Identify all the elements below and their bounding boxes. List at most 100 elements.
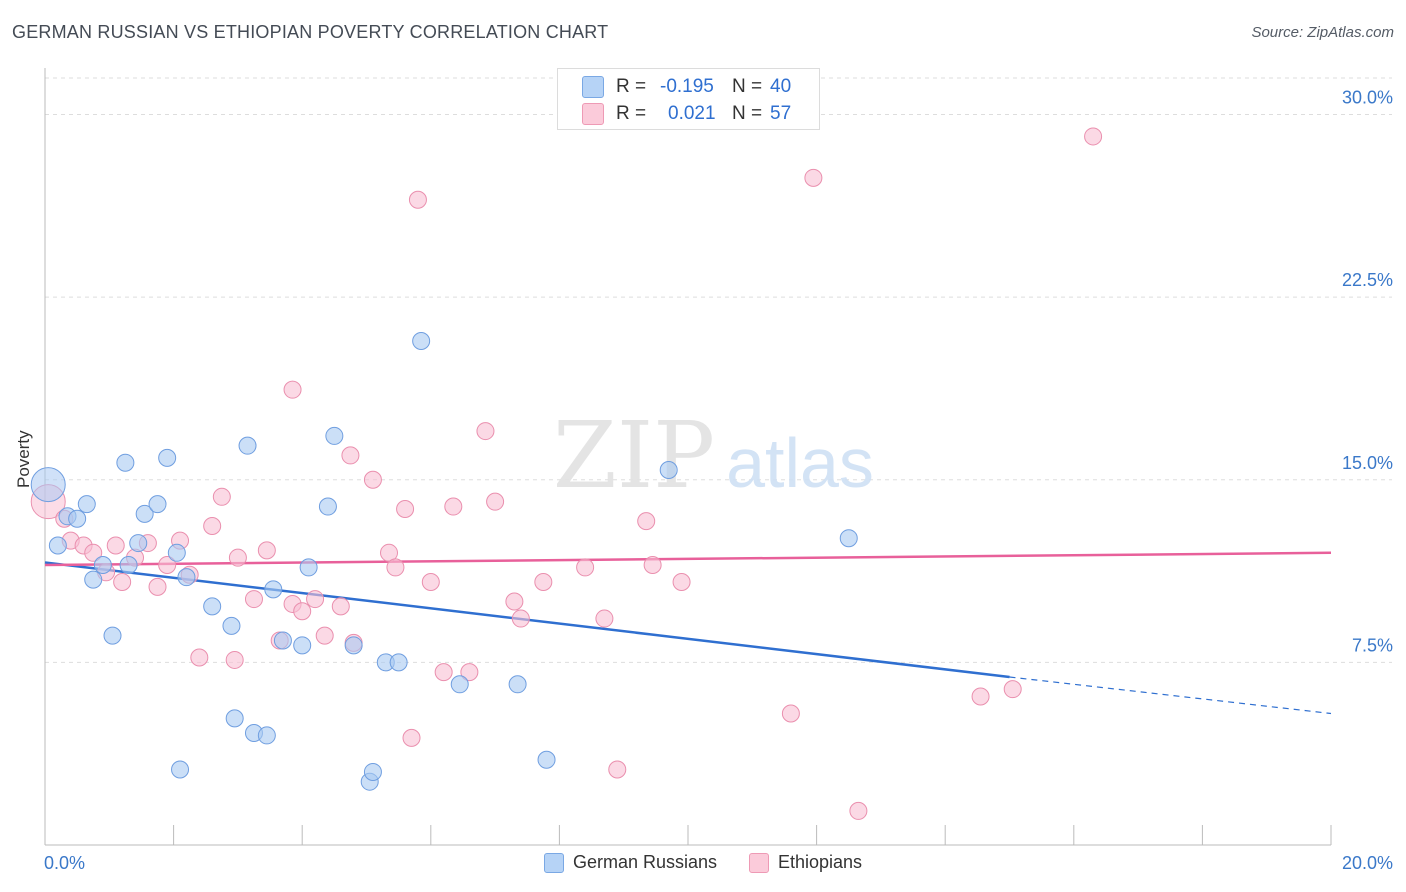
ethiopian-point	[306, 590, 325, 609]
german-russian-point	[222, 616, 241, 635]
legend-swatch-pink	[749, 852, 769, 873]
german-russian-point	[273, 631, 292, 650]
x-tick-label: 20.0%	[1342, 853, 1393, 873]
y-tick-label: 22.5%	[1342, 270, 1393, 290]
ethiopian-point	[293, 602, 312, 621]
ethiopian-point	[595, 609, 614, 628]
watermark: ZIP atlas	[553, 402, 874, 509]
ethiopian-point	[434, 663, 453, 682]
chart-title: GERMAN RUSSIAN VS ETHIOPIAN POVERTY CORR…	[12, 22, 609, 42]
ethiopian-point	[315, 626, 334, 645]
n-value: 57	[770, 103, 792, 124]
legend-swatch-blue	[582, 76, 604, 98]
r-label: R =	[616, 76, 647, 97]
german-russian-point	[325, 426, 344, 445]
r-value: -0.195	[660, 76, 714, 97]
legend-item-ethiopians[interactable]: Ethiopians	[749, 852, 862, 873]
german-russian-point	[77, 495, 96, 514]
grid-lines	[45, 77, 1392, 663]
german-russian-point	[389, 653, 408, 672]
ethiopian-point	[283, 380, 302, 399]
ethiopian-point	[511, 609, 530, 628]
legend-swatch-pink	[582, 103, 604, 125]
ethiopian-point	[1003, 680, 1022, 699]
y-tick-label: 7.5%	[1352, 635, 1393, 655]
ethiopian-point	[781, 704, 800, 723]
series-legend: German Russians Ethiopians	[0, 852, 1406, 873]
watermark-atlas: atlas	[726, 424, 874, 502]
legend-label: German Russians	[572, 852, 717, 872]
ethiopian-point	[672, 573, 691, 592]
german-russian-point	[264, 580, 283, 599]
ethiopian-point	[408, 190, 427, 209]
axes	[44, 68, 1332, 846]
n-value: 40	[770, 76, 792, 97]
ethiopian-point	[244, 590, 263, 609]
ethiopian-point	[225, 650, 244, 669]
german-russian-point	[257, 726, 276, 745]
german-russian-point	[103, 626, 122, 645]
ethiopian-point	[386, 558, 405, 577]
german-russian-trendline-extension	[1009, 676, 1332, 715]
german-russian-point	[129, 534, 148, 553]
ethiopian-point	[849, 801, 868, 820]
german-russian-point	[171, 760, 190, 779]
german-russian-point	[450, 675, 469, 694]
german-russian-point	[225, 709, 244, 728]
ethiopian-point	[460, 663, 479, 682]
ethiopian-point	[971, 687, 990, 706]
ethiopian-point	[476, 422, 495, 441]
source-label: Source: ZipAtlas.com	[1251, 24, 1394, 41]
ethiopian-point	[341, 446, 360, 465]
ethiopian-point	[363, 470, 382, 489]
ethiopian-point	[505, 592, 524, 611]
german-russian-point	[167, 543, 186, 562]
legend-label: Ethiopians	[778, 852, 863, 872]
ethiopian-point	[158, 555, 177, 574]
german-russian-point	[93, 555, 112, 574]
watermark-zip: ZIP	[553, 402, 715, 509]
german-russian-point	[68, 509, 87, 528]
ethiopian-point	[608, 760, 627, 779]
ethiopian-point	[396, 499, 415, 518]
german-russian-point	[318, 497, 337, 516]
x-tick-label: 0.0%	[44, 853, 85, 873]
ethiopian-point	[643, 555, 662, 574]
german-russian-point	[119, 555, 138, 574]
ethiopian-point	[402, 728, 421, 747]
ethiopian-point	[190, 648, 209, 667]
german-russian-point	[344, 636, 363, 655]
ethiopian-point	[228, 548, 247, 567]
german-russian-point	[148, 495, 167, 514]
german-russian-point	[537, 750, 556, 769]
ethiopian-trendline	[44, 551, 1332, 567]
ethiopian-point	[203, 517, 222, 536]
german-russian-point	[177, 568, 196, 587]
ethiopian-point	[421, 573, 440, 592]
german-russian-point	[48, 536, 67, 555]
ethiopian-point	[113, 573, 132, 592]
german-russian-point	[659, 461, 678, 480]
ethiopian-point	[804, 168, 823, 187]
legend-item-german-russians[interactable]: German Russians	[543, 852, 717, 873]
german-russian-point	[238, 436, 257, 455]
r-value: 0.021	[668, 103, 716, 124]
ethiopian-point	[486, 492, 505, 511]
german-russian-point	[158, 448, 177, 467]
y-tick-label: 30.0%	[1342, 88, 1393, 108]
legend-swatch-blue	[543, 852, 564, 873]
ethiopian-point	[106, 536, 125, 555]
german-russian-point	[299, 558, 318, 577]
ethiopian-point	[1084, 127, 1103, 146]
ethiopian-point	[331, 597, 350, 616]
ethiopian-point	[257, 541, 276, 560]
ethiopian-point	[212, 487, 231, 506]
tick-labels: 7.5% 15.0% 22.5% 30.0% 0.0% 20.0%	[44, 88, 1393, 873]
german-russian-point	[412, 331, 431, 350]
german-russian-point	[293, 636, 312, 655]
stats-legend: R = -0.195 N = 40 R = 0.021 N = 57	[557, 68, 820, 130]
german-russian-point	[839, 529, 858, 548]
ethiopian-point	[576, 558, 595, 577]
legend-row-german-russians: R = -0.195 N = 40	[582, 73, 791, 101]
